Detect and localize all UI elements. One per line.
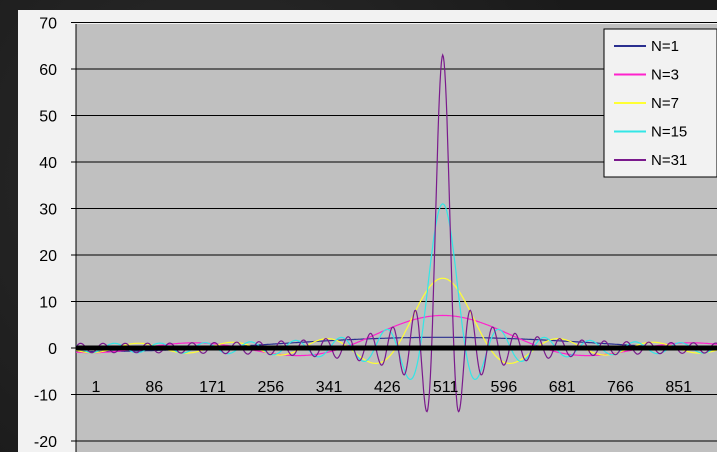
y-tick-label: -10 (34, 388, 57, 405)
y-tick-label: 10 (39, 295, 57, 312)
x-tick-label: 851 (665, 379, 692, 396)
y-tick-label: 20 (39, 248, 57, 265)
y-tick-label: 30 (39, 202, 57, 219)
legend-label: N=15 (651, 124, 687, 141)
x-tick-label: 86 (145, 379, 163, 396)
y-tick-label: 70 (39, 16, 57, 33)
x-tick-label: 341 (316, 379, 343, 396)
x-tick-label: 426 (374, 379, 401, 396)
legend-label: N=1 (651, 38, 679, 55)
x-tick-label: 596 (491, 379, 518, 396)
y-tick-label: 40 (39, 155, 57, 172)
x-tick-label: 766 (607, 379, 634, 396)
x-tick-label: 1 (92, 379, 101, 396)
legend-label: N=7 (651, 95, 679, 112)
series-line-n31 (76, 53, 717, 413)
x-axis: 1861712563414265115966817668519361021 (76, 345, 717, 396)
y-tick-label: -20 (34, 434, 57, 451)
y-tick-label: 0 (48, 341, 57, 358)
y-axis: -20 -10 0 10 20 30 40 50 60 70 (34, 16, 77, 452)
x-tick-label: 511 (433, 379, 459, 396)
x-tick-label: 171 (199, 379, 226, 396)
legend: N=1 N=3 N=7 N=15 N=31 (603, 28, 717, 178)
x-tick-label: 256 (257, 379, 284, 396)
y-tick-label: 60 (39, 62, 57, 79)
legend-label: N=3 (651, 67, 679, 84)
legend-label: N=31 (651, 152, 687, 169)
y-tick-label: 50 (39, 109, 57, 126)
series-line-n7 (76, 277, 717, 364)
x-tick-label: 681 (549, 379, 576, 396)
